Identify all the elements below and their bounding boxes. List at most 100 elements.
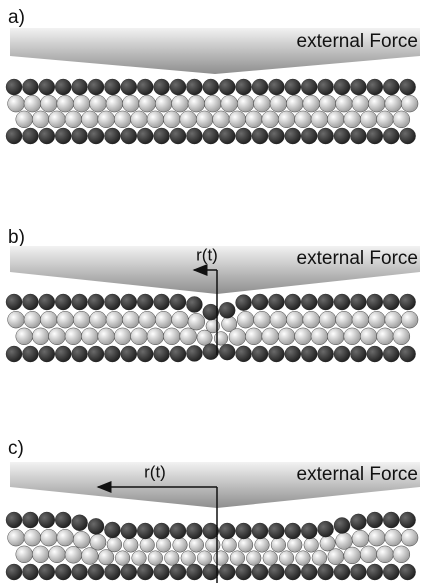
sphere — [302, 311, 320, 329]
panel-label: b) — [8, 227, 25, 248]
boundary-particle — [218, 302, 236, 319]
boundary-particle — [350, 345, 367, 363]
panel-label: c) — [8, 438, 24, 459]
boundary-particle — [366, 78, 383, 96]
boundary-particle — [333, 293, 351, 311]
boundary-particle — [136, 127, 154, 145]
boundary-particle — [38, 127, 55, 145]
boundary-particle — [317, 78, 334, 96]
sphere — [302, 95, 320, 113]
sphere — [335, 311, 353, 329]
sphere — [311, 550, 328, 566]
boundary-particle — [5, 127, 23, 145]
sphere — [392, 110, 410, 128]
sphere — [64, 110, 82, 128]
boundary-particle — [218, 522, 236, 540]
boundary-particle — [350, 293, 367, 311]
sphere — [294, 327, 312, 345]
sphere — [212, 110, 230, 128]
boundary-particle — [350, 78, 367, 96]
sphere — [261, 327, 279, 345]
sphere — [262, 550, 278, 566]
boundary-particle — [202, 563, 220, 581]
sphere — [97, 110, 115, 128]
boundary-particle — [120, 78, 138, 96]
boundary-particle — [350, 563, 367, 581]
boundary-particle — [136, 563, 154, 581]
boundary-particle — [186, 563, 203, 581]
sphere — [40, 529, 58, 547]
boundary-particle — [218, 127, 236, 145]
boundary-particle — [71, 345, 88, 363]
boundary-particle — [87, 127, 105, 145]
boundary-particle — [235, 78, 252, 96]
boundary-particle — [251, 522, 269, 540]
boundary-particle — [22, 563, 39, 581]
sphere — [48, 545, 66, 563]
force-label: external Force — [297, 464, 418, 485]
boundary-particle — [186, 296, 203, 313]
boundary-particle — [22, 345, 39, 363]
boundary-particle — [235, 563, 252, 581]
boundary-particle — [202, 127, 220, 145]
sphere — [122, 95, 140, 113]
sphere — [197, 550, 213, 566]
sphere — [286, 311, 304, 329]
sphere — [303, 537, 319, 553]
sphere — [155, 95, 173, 113]
boundary-particle — [202, 303, 220, 321]
sphere — [384, 95, 402, 113]
sphere — [171, 95, 189, 113]
boundary-particle — [383, 78, 400, 96]
boundary-particle — [284, 522, 301, 540]
sphere — [64, 546, 82, 564]
sphere — [270, 537, 286, 553]
sphere — [319, 535, 336, 552]
radius-label: r(t) — [196, 245, 218, 264]
sphere — [40, 95, 58, 113]
boundary-particle — [399, 293, 416, 311]
panel-b: b) external Force r(t) — [5, 227, 420, 363]
sphere — [368, 95, 386, 113]
boundary-particle — [284, 563, 301, 581]
sphere — [171, 311, 189, 329]
boundary-particle — [383, 511, 400, 529]
boundary-particle — [169, 78, 187, 96]
boundary-particle — [399, 563, 416, 581]
sphere — [229, 550, 245, 566]
sphere — [335, 532, 353, 550]
sphere — [179, 110, 197, 128]
sphere — [163, 327, 181, 345]
sphere — [351, 311, 369, 329]
boundary-particle — [399, 345, 416, 363]
boundary-particle — [71, 78, 88, 96]
sphere — [319, 311, 337, 329]
sphere — [31, 110, 50, 128]
sphere — [81, 327, 99, 345]
boundary-particle — [38, 345, 55, 363]
boundary-particle — [317, 293, 334, 311]
sphere — [335, 95, 353, 113]
boundary-particle — [169, 563, 187, 581]
boundary-particle — [120, 522, 138, 540]
boundary-particle — [186, 345, 203, 362]
boundary-particle — [186, 78, 203, 96]
boundary-particle — [120, 345, 138, 363]
boundary-particle — [153, 345, 170, 363]
boundary-particle — [350, 513, 367, 531]
sphere — [253, 311, 271, 329]
sphere — [56, 311, 74, 329]
sphere — [115, 550, 131, 566]
sphere — [72, 531, 91, 549]
sphere — [56, 95, 74, 113]
boundary-particle — [284, 345, 301, 363]
sphere — [343, 546, 361, 565]
sphere — [376, 545, 394, 563]
sphere — [130, 110, 148, 128]
sphere — [392, 545, 410, 563]
sphere — [295, 550, 311, 566]
radius-label: r(t) — [144, 462, 166, 481]
boundary-particle — [87, 293, 105, 311]
sphere — [343, 327, 361, 345]
